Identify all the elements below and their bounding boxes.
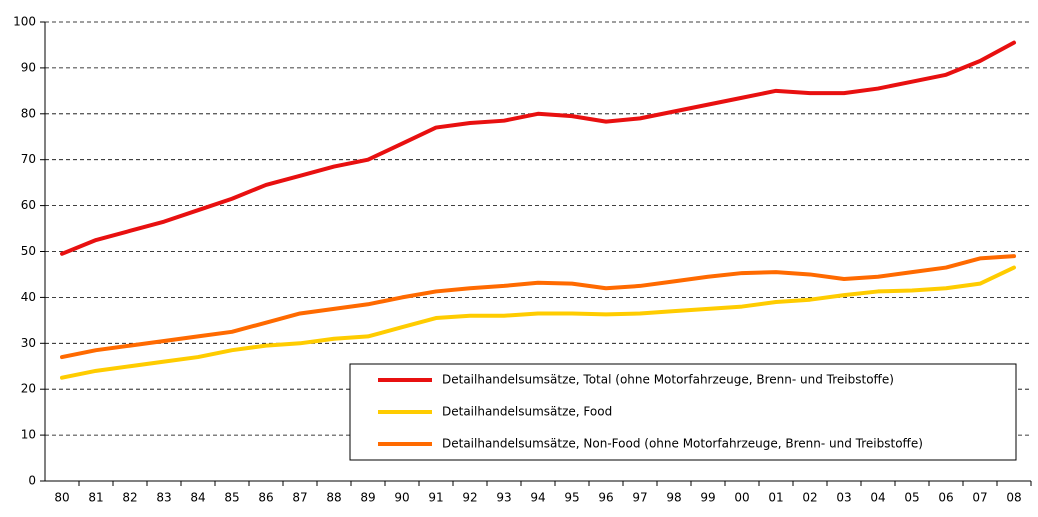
x-tick-label: 97	[632, 491, 647, 505]
x-tick-label: 94	[530, 491, 545, 505]
y-tick-label: 0	[28, 474, 36, 488]
x-tick-label: 80	[54, 491, 69, 505]
y-tick-label: 50	[21, 244, 36, 258]
legend-label: Detailhandelsumsätze, Non-Food (ohne Mot…	[442, 437, 923, 451]
legend-label: Detailhandelsumsätze, Food	[442, 405, 612, 419]
y-tick-label: 10	[21, 428, 36, 442]
x-tick-label: 92	[462, 491, 477, 505]
y-tick-label: 60	[21, 198, 36, 212]
x-tick-label: 98	[666, 491, 681, 505]
x-tick-label: 82	[122, 491, 137, 505]
x-tick-label: 99	[700, 491, 715, 505]
x-tick-label: 07	[972, 491, 987, 505]
x-tick-label: 85	[224, 491, 239, 505]
series-line	[60, 254, 1016, 360]
x-tick-label: 08	[1006, 491, 1021, 505]
y-tick-label: 30	[21, 336, 36, 350]
x-tick-label: 03	[836, 491, 851, 505]
x-tick-label: 89	[360, 491, 375, 505]
y-tick-label: 80	[21, 106, 36, 120]
x-tick-label: 81	[88, 491, 103, 505]
y-tick-label: 100	[13, 15, 36, 29]
x-tick-label: 86	[258, 491, 273, 505]
x-tick-label: 88	[326, 491, 341, 505]
y-tick-label: 20	[21, 382, 36, 396]
legend-box	[349, 363, 1017, 461]
x-tick-label: 95	[564, 491, 579, 505]
x-tick-label: 91	[428, 491, 443, 505]
y-tick-label: 70	[21, 152, 36, 166]
y-tick-label: 90	[21, 60, 36, 74]
y-tick-label: 40	[21, 290, 36, 304]
series-line	[60, 265, 1016, 380]
x-tick-label: 96	[598, 491, 613, 505]
x-tick-label: 06	[938, 491, 953, 505]
x-tick-label: 87	[292, 491, 307, 505]
legend-label: Detailhandelsumsätze, Total (ohne Motorf…	[442, 373, 894, 387]
series-line	[60, 40, 1016, 256]
x-tick-label: 05	[904, 491, 919, 505]
x-tick-label: 93	[496, 491, 511, 505]
x-tick-label: 90	[394, 491, 409, 505]
x-tick-label: 84	[190, 491, 205, 505]
x-tick-label: 83	[156, 491, 171, 505]
x-tick-label: 04	[870, 491, 885, 505]
x-tick-label: 02	[802, 491, 817, 505]
x-tick-label: 00	[734, 491, 749, 505]
x-tick-label: 01	[768, 491, 783, 505]
